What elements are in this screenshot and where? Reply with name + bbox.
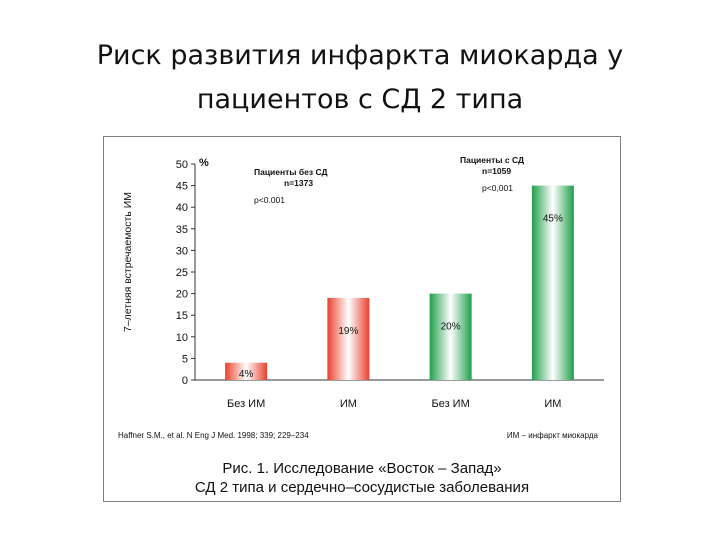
- bar-value-label: 45%: [543, 214, 563, 225]
- group2-annotation: Пациенты с СД n=1059 p<0,001: [460, 155, 524, 194]
- x-tick-label: ИМ: [340, 398, 357, 410]
- y-axis-label: 7–летняя встречаемость ИМ: [122, 192, 134, 332]
- y-tick-label: 20: [176, 289, 188, 301]
- bar-value-label: 20%: [441, 322, 461, 333]
- bar: [531, 185, 574, 380]
- y-tick-label: 35: [176, 224, 188, 236]
- y-tick-label: 45: [176, 181, 188, 193]
- y-unit-label: %: [199, 157, 209, 169]
- x-tick-label: Без ИМ: [227, 398, 265, 410]
- group2-n: n=1059: [482, 166, 512, 176]
- y-tick-label: 5: [182, 353, 188, 365]
- bar: [429, 293, 472, 380]
- y-tick-label: 30: [176, 245, 188, 257]
- y-tick-label: 25: [176, 267, 188, 279]
- group1-annotation: Пациенты без СД n=1373 p<0.001: [254, 167, 328, 206]
- bar-value-label: 19%: [338, 326, 358, 337]
- caption-line-1: Рис. 1. Исследование «Восток – Запад»: [222, 460, 502, 477]
- group1-name: Пациенты без СД: [254, 167, 328, 177]
- group2-name: Пациенты с СД: [460, 155, 525, 165]
- slide-title: Риск развития инфаркта миокарда у пациен…: [96, 40, 624, 115]
- y-tick-label: 15: [176, 310, 188, 322]
- y-tick-label: 0: [182, 375, 188, 387]
- reference-note: Haffner S.M., et al. N Eng J Med. 1998; …: [118, 431, 309, 440]
- abbreviation-note: ИМ – инфаркт миокарда: [506, 431, 598, 440]
- figure-panel: 0 5 10 15 20 25 30 35 40 45 50% 4% Без ИМ 19% ИМ 20% Без…: [103, 136, 621, 502]
- group1-n: n=1373: [284, 178, 314, 188]
- y-tick-label: 10: [176, 332, 188, 344]
- bar: [225, 362, 268, 380]
- caption-line-2: СД 2 типа и сердечно–сосудистые заболева…: [194, 479, 530, 496]
- y-tick-label: 50: [176, 159, 188, 171]
- x-tick-label: ИМ: [544, 398, 561, 410]
- group1-p-value: p<0.001: [254, 195, 285, 205]
- bar: [327, 297, 370, 380]
- y-tick-label: 40: [176, 202, 188, 214]
- bar-value-label: 4%: [239, 369, 254, 380]
- bar-chart: 0 5 10 15 20 25 30 35 40 45 50 % 4% Без ИМ 19% ИМ 20% Без…: [176, 157, 604, 410]
- group2-p-value: p<0,001: [482, 183, 513, 193]
- x-tick-label: Без ИМ: [431, 398, 469, 410]
